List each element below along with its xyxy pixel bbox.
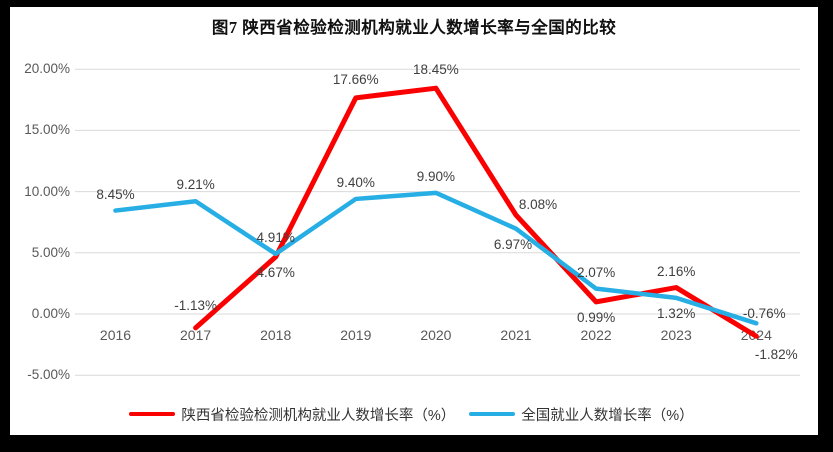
chart-title: 图7 陕西省检验检测机构就业人数增长率与全国的比较 — [211, 18, 617, 37]
chart-canvas — [10, 7, 818, 435]
legend-label-national: 全国就业人数增长率（%） — [521, 407, 694, 424]
legend-item-national: 全国就业人数增长率（%） — [469, 404, 694, 425]
legend: 陕西省检验检测机构就业人数增长率（%） 全国就业人数增长率（%） — [10, 401, 813, 427]
legend-item-shaanxi: 陕西省检验检测机构就业人数增长率（%） — [129, 404, 455, 425]
legend-swatch-red-line — [129, 411, 176, 417]
series-line-0 — [193, 85, 759, 339]
legend-swatch-blue-line — [469, 411, 516, 417]
legend-label-shaanxi: 陕西省检验检测机构就业人数增长率（%） — [181, 407, 456, 424]
series-line-1 — [113, 190, 759, 326]
